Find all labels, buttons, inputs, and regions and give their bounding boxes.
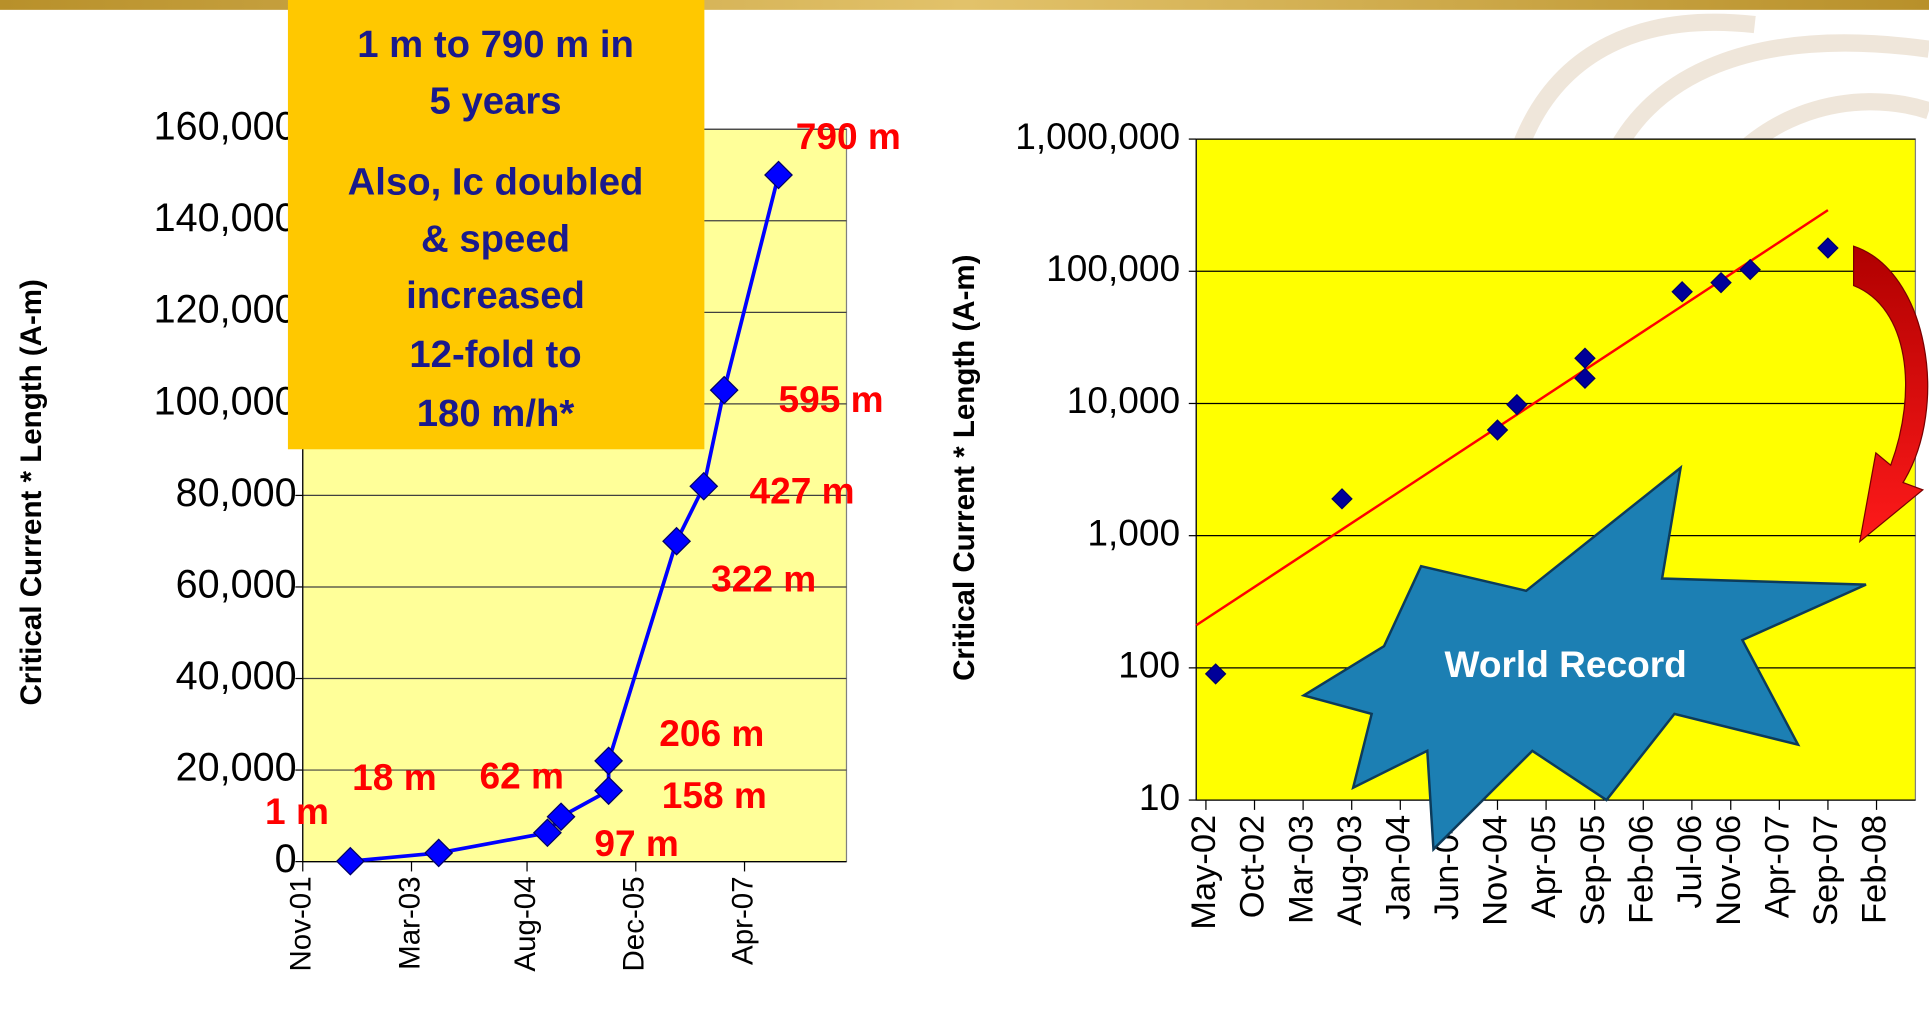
point-label: 18 m [352,757,436,798]
y-tick-label: 80,000 [176,471,297,515]
y-tick-label: 160,000 [154,105,297,149]
x-tick-label: Sep-07 [1807,815,1845,926]
y-tick-label: 120,000 [154,288,297,332]
x-tick-label: Apr-07 [726,876,759,965]
point-label: 206 m [659,713,764,754]
y-tick-label: 60,000 [176,562,297,606]
x-tick-label: Aug-04 [509,876,542,971]
x-tick-label: Feb-08 [1856,815,1894,924]
point-label: 158 m [662,775,767,816]
x-tick-label: Apr-07 [1758,815,1796,918]
x-tick-label: Feb-06 [1622,815,1660,924]
x-tick-label: Mar-03 [1282,815,1320,924]
callout-text: Also, Ic doubled [348,161,644,204]
x-tick-label: Nov-04 [1477,815,1515,926]
y-tick-label: 1,000 [1087,512,1180,553]
callout-text: 12-fold to [409,333,581,376]
callout-text: & speed [421,217,570,260]
callout-text: 180 m/h* [417,392,575,435]
y-tick-label: 40,000 [176,654,297,698]
callout-text: 5 years [430,80,562,123]
y-tick-label: 20,000 [176,746,297,790]
x-tick-label: Sep-05 [1574,815,1612,926]
x-tick-label: Apr-05 [1525,815,1563,918]
x-tick-label: Jul-06 [1671,815,1709,909]
badge-text: World Record [1445,644,1687,685]
y-tick-label: 10,000 [1067,380,1180,421]
x-tick-label: Oct-02 [1234,815,1272,918]
x-tick-label: Mar-03 [393,876,426,970]
y-tick-label: 100,000 [1046,248,1180,289]
x-tick-label: Jan-04 [1379,815,1417,920]
x-tick-label: May-02 [1185,815,1223,930]
x-tick-label: Aug-03 [1331,815,1369,926]
point-label: 427 m [749,470,854,511]
point-label: 97 m [594,823,678,864]
x-tick-label: Nov-06 [1710,815,1748,926]
x-tick-label: Nov-01 [285,876,318,971]
point-label: 322 m [711,559,816,600]
point-label: 595 m [779,379,884,420]
callout-text: increased [406,274,585,317]
y-tick-label: 1,000,000 [1015,116,1180,157]
y-tick-label: 140,000 [154,196,297,240]
point-label: 790 m [796,116,901,157]
point-label: 62 m [479,755,563,796]
y-tick-label: 10 [1139,777,1180,818]
y-tick-label: 0 [275,837,297,881]
left-chart: 0 20,000 40,000 60,000 80,000 100,000 120,000 1… [15,0,901,972]
point-label: 1 m [265,791,329,832]
y-axis-title: Critical Current * Length (A-m) [948,255,981,681]
y-tick-label: 100 [1118,645,1180,686]
callout-text: 1 m to 790 m in [357,23,634,66]
x-tick-label: Dec-05 [618,876,651,971]
y-axis-title: Critical Current * Length (A-m) [15,279,48,705]
slide: 0 20,000 40,000 60,000 80,000 100,000 120,000 1… [0,0,1929,1013]
page: {"chart_data": [ {"type": "line", "y_lab… [0,0,1929,1013]
y-tick-label: 100,000 [154,379,297,423]
